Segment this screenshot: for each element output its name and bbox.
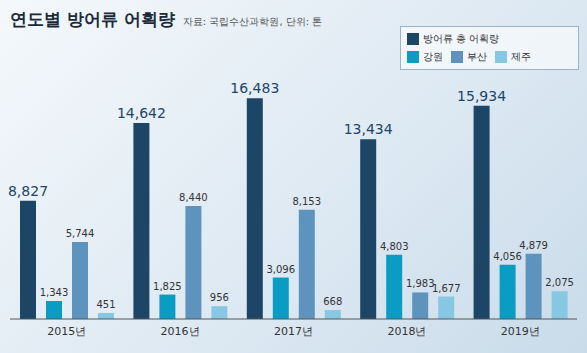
- svg-text:2015년: 2015년: [47, 325, 86, 338]
- svg-text:14,642: 14,642: [117, 105, 166, 121]
- html-text:제주: 제주: [511, 51, 531, 62]
- svg-text:4,056: 4,056: [493, 251, 522, 262]
- svg-text:2017년: 2017년: [274, 325, 313, 338]
- html-text:자료: 국립수산과학원, 단위: 톤: 자료: 국립수산과학원, 단위: 톤: [182, 16, 323, 27]
- svg-text:8,153: 8,153: [292, 196, 321, 207]
- svg-text:16,483: 16,483: [230, 80, 279, 96]
- svg-text:4,879: 4,879: [519, 240, 548, 251]
- svg-text:2,075: 2,075: [545, 277, 574, 288]
- html-text:연도별 방어류 어획량: 연도별 방어류 어획량: [10, 9, 175, 29]
- svg-text:1,983: 1,983: [406, 278, 435, 289]
- svg-text:3,096: 3,096: [266, 264, 295, 275]
- svg-text:2018년: 2018년: [387, 325, 426, 338]
- svg-text:5,744: 5,744: [66, 228, 95, 239]
- svg-text:13,434: 13,434: [344, 121, 393, 137]
- svg-text:2016년: 2016년: [161, 325, 200, 338]
- svg-text:8,827: 8,827: [8, 183, 48, 199]
- svg-text:451: 451: [96, 299, 115, 310]
- html-text:강원: 강원: [423, 51, 443, 62]
- svg-text:15,934: 15,934: [457, 88, 506, 104]
- svg-text:2019년: 2019년: [501, 325, 540, 338]
- svg-text:4,803: 4,803: [380, 241, 409, 252]
- html-text:방어류 총 어획량: 방어류 총 어획량: [423, 33, 500, 44]
- svg-text:956: 956: [210, 292, 229, 303]
- svg-text:1,343: 1,343: [40, 287, 69, 298]
- svg-text:8,440: 8,440: [179, 192, 208, 203]
- svg-text:1,677: 1,677: [432, 283, 461, 294]
- svg-text:668: 668: [323, 296, 342, 307]
- svg-text:1,825: 1,825: [153, 281, 182, 292]
- html-text:부산: 부산: [467, 51, 487, 62]
